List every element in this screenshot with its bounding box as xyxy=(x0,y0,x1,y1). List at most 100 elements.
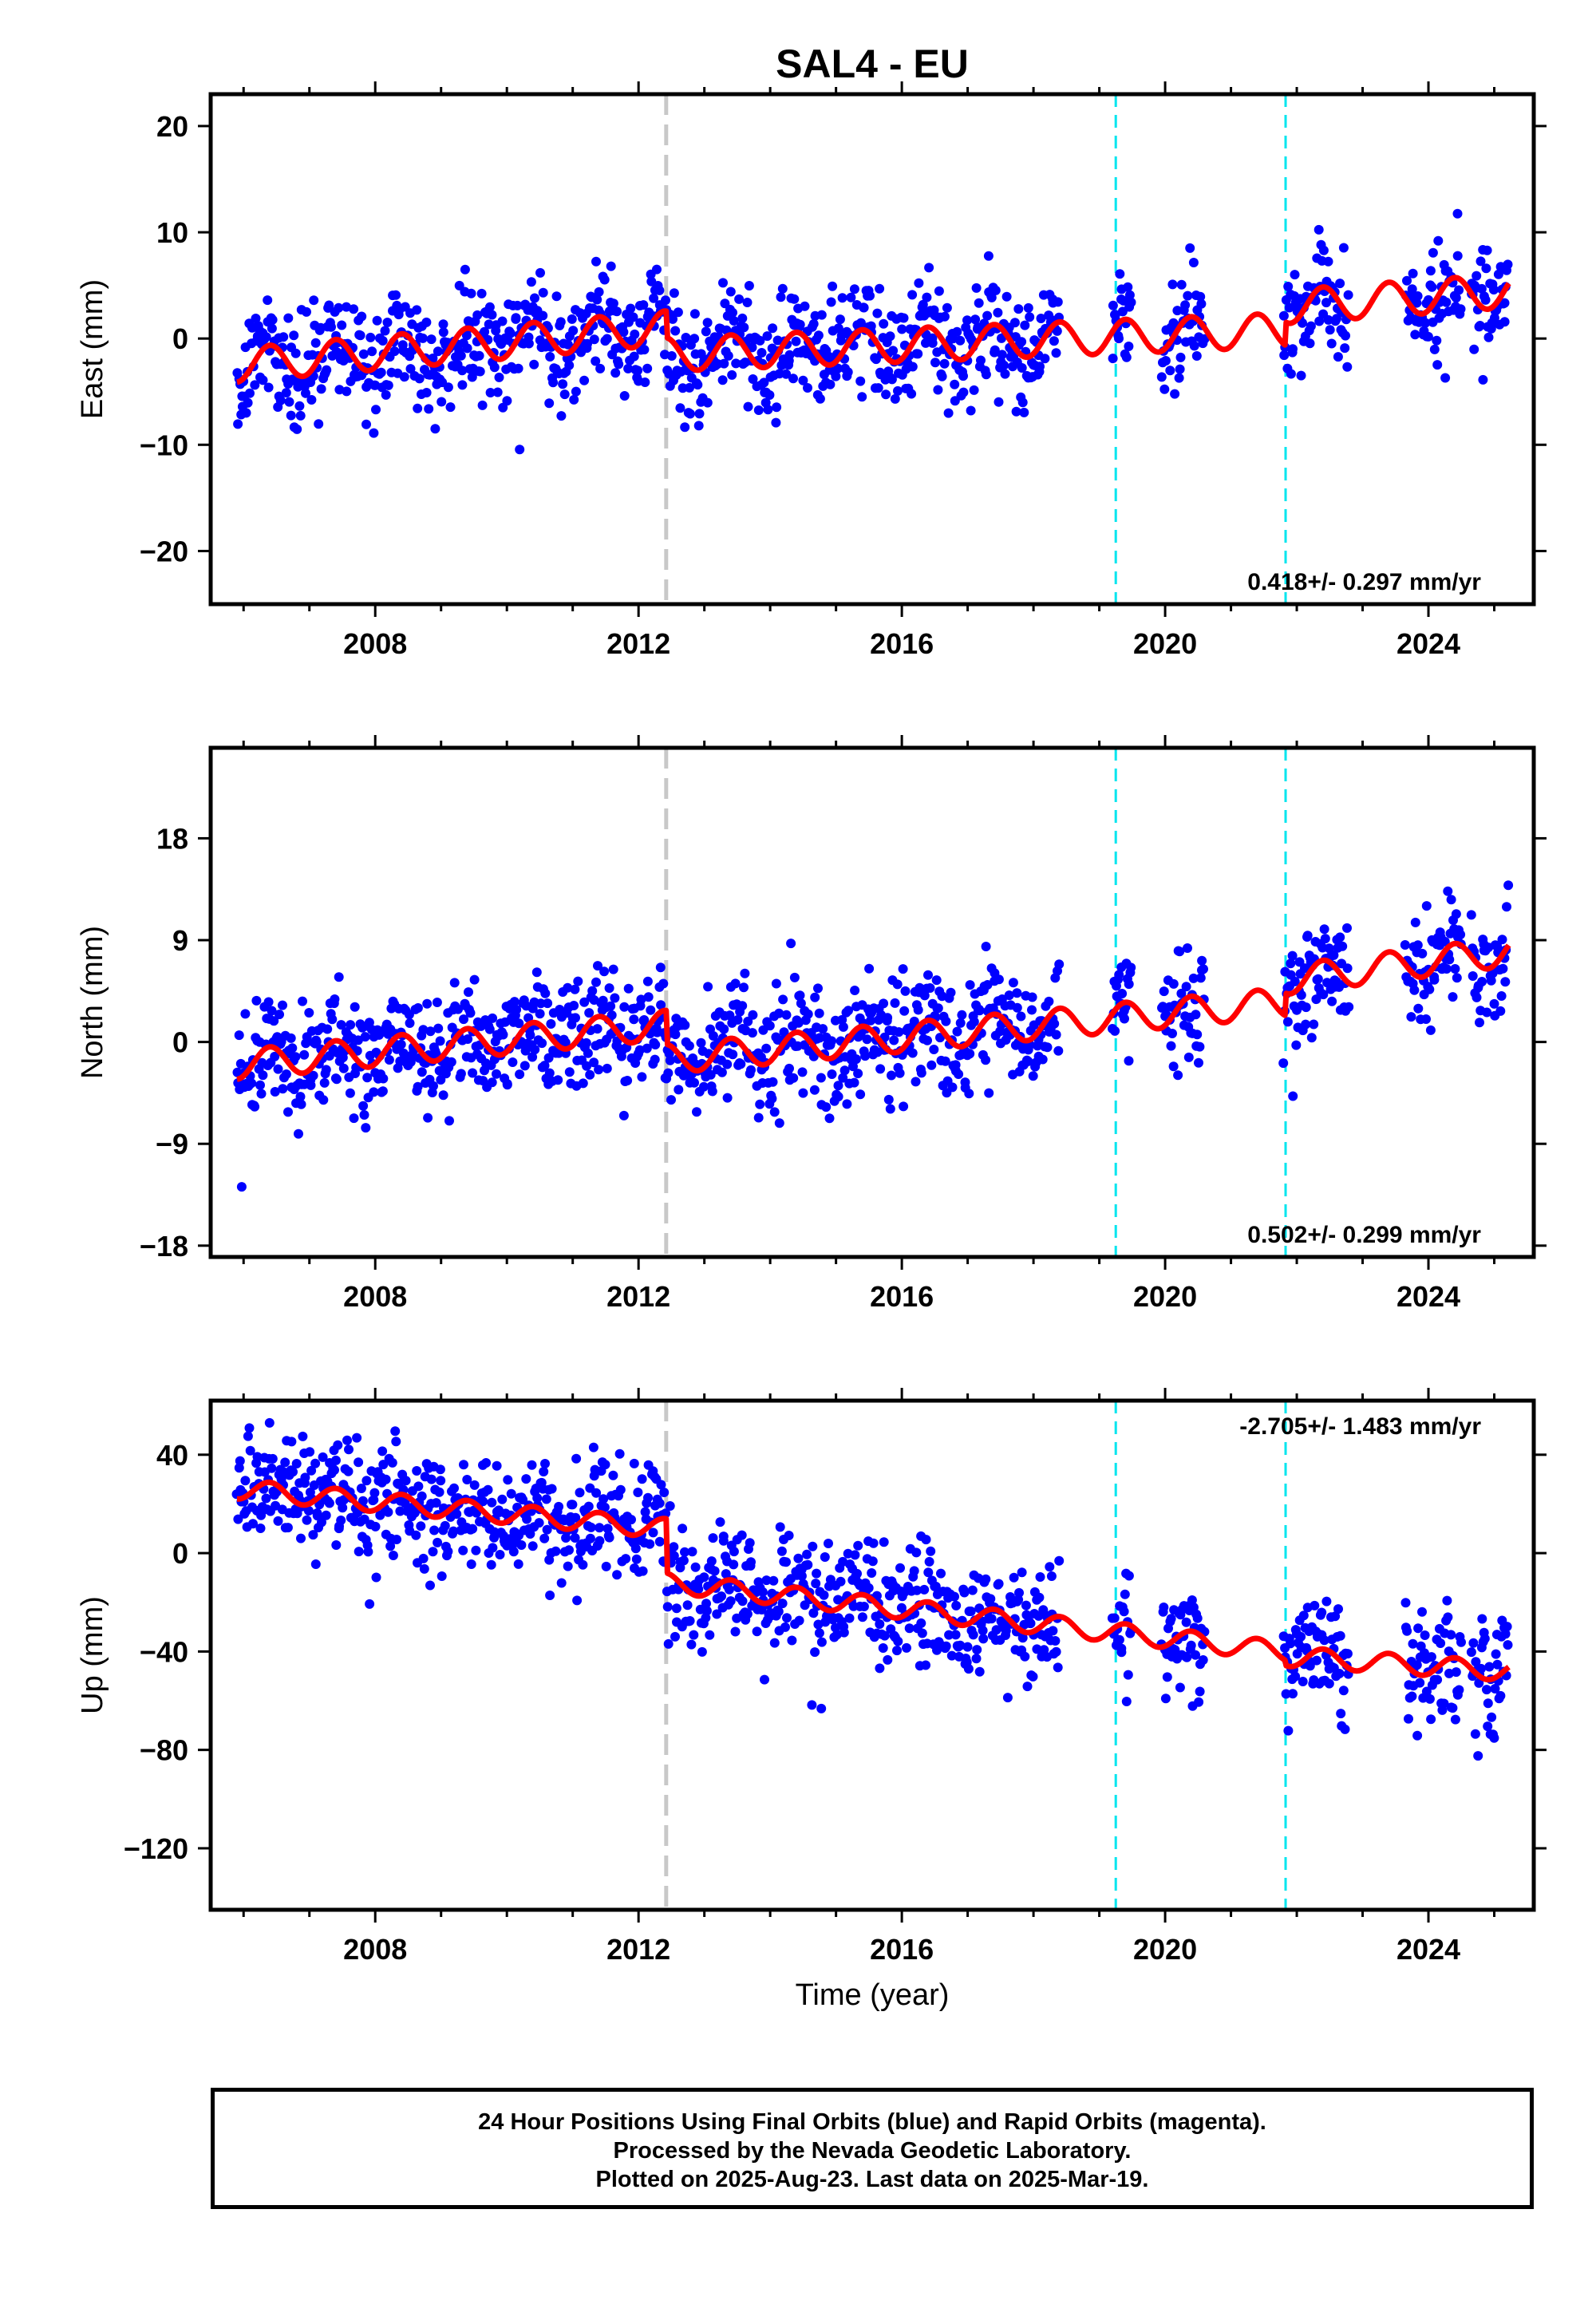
north-point-1010 xyxy=(1342,963,1353,974)
east-point-194 xyxy=(414,373,425,384)
up-point-118 xyxy=(343,1466,354,1476)
north-point-581 xyxy=(778,994,788,1005)
north-point-623 xyxy=(818,1024,828,1034)
north-point-722 xyxy=(911,1077,921,1087)
north-point-778 xyxy=(964,1089,974,1099)
east-point-240 xyxy=(457,380,468,390)
up-point-299 xyxy=(513,1559,523,1569)
north-point-124 xyxy=(349,1113,359,1124)
east-point-259 xyxy=(475,366,485,377)
east-point-282 xyxy=(497,316,508,326)
north-point-761 xyxy=(947,1082,958,1093)
east-point-402 xyxy=(610,368,621,378)
up-point-736 xyxy=(924,1556,934,1567)
up-point-111 xyxy=(336,1516,346,1525)
east-point-358 xyxy=(569,394,579,405)
north-point-306 xyxy=(519,1061,530,1071)
up-point-735 xyxy=(923,1567,934,1578)
up-point-705 xyxy=(895,1563,905,1573)
up-point-1019 xyxy=(1407,1691,1417,1701)
north-point-657 xyxy=(850,986,860,995)
up-point-1082 xyxy=(1476,1663,1486,1674)
north-point-334 xyxy=(546,1019,556,1029)
east-point-271 xyxy=(487,310,497,320)
up-point-1100 xyxy=(1492,1659,1503,1670)
up-point-327 xyxy=(539,1533,550,1543)
up-point-270 xyxy=(486,1559,496,1570)
north-point-1059 xyxy=(1444,954,1455,965)
up-point-743 xyxy=(930,1581,941,1591)
up-point-612 xyxy=(808,1541,818,1551)
east-point-632 xyxy=(826,297,836,307)
north-point-909 xyxy=(1168,978,1179,989)
north-point-720 xyxy=(909,1016,919,1026)
up-point-732 xyxy=(921,1660,930,1670)
north-point-735 xyxy=(923,970,933,980)
up-point-315 xyxy=(527,1541,538,1551)
up-point-1111 xyxy=(1503,1640,1513,1650)
east-point-607 xyxy=(803,383,812,393)
east-point-980 xyxy=(1314,316,1325,326)
north-point-621 xyxy=(816,1073,826,1083)
north-point-54 xyxy=(283,1107,293,1117)
north-point-486 xyxy=(689,1077,699,1088)
north-point-797 xyxy=(981,942,991,951)
up-point-1094 xyxy=(1487,1712,1497,1722)
up-point-467 xyxy=(671,1603,681,1614)
up-point-642 xyxy=(836,1576,846,1587)
up-point-390 xyxy=(598,1494,609,1504)
east-point-907 xyxy=(1167,279,1178,290)
north-point-522 xyxy=(722,1093,733,1103)
north-point-328 xyxy=(540,988,551,998)
up-point-312 xyxy=(525,1529,535,1539)
east-point-433 xyxy=(639,345,650,355)
north-point-5 xyxy=(236,1182,247,1192)
north-point-470 xyxy=(674,1085,684,1095)
up-point-267 xyxy=(483,1484,493,1495)
north-point-1072 xyxy=(1466,910,1476,920)
north-point-592 xyxy=(788,1073,799,1083)
north-point-41 xyxy=(270,1087,280,1097)
up-point-79 xyxy=(306,1465,317,1476)
north-point-1043 xyxy=(1429,974,1440,985)
up-point-660 xyxy=(853,1540,863,1551)
east-point-1069 xyxy=(1454,285,1464,295)
up-point-646 xyxy=(839,1627,849,1638)
east-point-894 xyxy=(1124,290,1135,300)
up-point-692 xyxy=(883,1654,893,1665)
east-point-263 xyxy=(480,326,490,337)
east-point-807 xyxy=(990,285,1001,295)
up-point-1077 xyxy=(1471,1657,1481,1667)
east-point-817 xyxy=(1000,369,1010,379)
east-point-100 xyxy=(326,322,336,332)
east-point-838 xyxy=(1020,320,1030,330)
north-point-734 xyxy=(922,1035,932,1045)
east-point-1 xyxy=(233,419,243,429)
north-point-216 xyxy=(435,1036,445,1046)
north-point-954 xyxy=(1290,976,1300,986)
north-point-705 xyxy=(895,1068,905,1078)
up-point-168 xyxy=(390,1426,401,1437)
up-point-749 xyxy=(936,1568,946,1579)
east-point-239 xyxy=(457,366,468,376)
east-point-745 xyxy=(933,385,943,395)
up-point-476 xyxy=(680,1547,689,1557)
east-point-1014 xyxy=(1402,275,1412,286)
up-point-619 xyxy=(814,1628,824,1638)
north-point-1039 xyxy=(1425,1025,1436,1035)
up-point-195 xyxy=(416,1521,426,1531)
up-point-205 xyxy=(425,1580,435,1591)
north-point-235 xyxy=(453,1004,463,1014)
north-point-810 xyxy=(994,974,1004,985)
up-point-888 xyxy=(1120,1589,1130,1599)
north-point-871 xyxy=(1051,1030,1061,1040)
east-point-1007 xyxy=(1340,343,1350,354)
up-point-659 xyxy=(852,1568,862,1579)
east-point-211 xyxy=(430,424,440,434)
east-point-1042 xyxy=(1428,247,1438,258)
north-point-934 xyxy=(1192,1030,1203,1040)
north-point-741 xyxy=(929,1045,939,1054)
up-point-190 xyxy=(411,1530,421,1540)
north-point-95 xyxy=(321,1065,331,1075)
up-point-1007 xyxy=(1340,1724,1350,1734)
